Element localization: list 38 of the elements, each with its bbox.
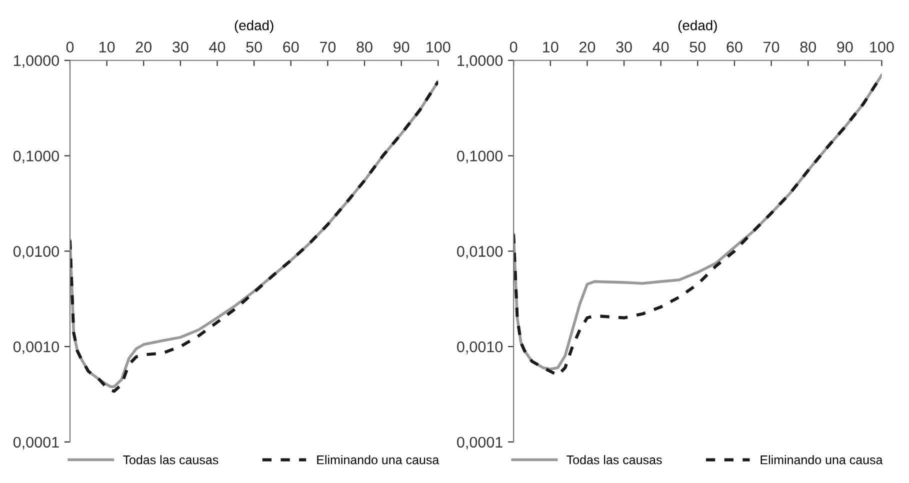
y-tick-label: 0,1000 — [457, 150, 503, 164]
x-axis-title: (edad) — [234, 20, 274, 34]
legend-label: Todas las causas — [123, 455, 218, 464]
y-tick-label: 1,0000 — [14, 55, 59, 68]
x-tick-label: 90 — [394, 42, 410, 52]
x-tick-label: 0 — [66, 42, 74, 52]
y-tick-label: 0,0100 — [13, 246, 59, 259]
x-tick-label: 100 — [426, 42, 450, 52]
x-tick-label: 30 — [616, 42, 632, 52]
x-tick-label: 10 — [543, 42, 558, 52]
y-tick-label: 0,0010 — [13, 341, 59, 354]
x-tick-label: 0 — [510, 42, 518, 52]
x-tick-label: 60 — [283, 42, 299, 52]
x-tick-label: 20 — [136, 42, 152, 52]
x-tick-label: 70 — [320, 42, 336, 52]
y-tick-label: 0,1000 — [13, 150, 59, 164]
x-tick-label: 30 — [172, 42, 188, 52]
x-tick-label: 10 — [99, 42, 115, 52]
x-tick-label: 20 — [579, 42, 596, 52]
x-tick-label: 70 — [764, 42, 780, 52]
y-tick-label: 0,0100 — [457, 246, 503, 259]
x-tick-label: 100 — [870, 42, 894, 52]
x-axis-title: (edad) — [678, 20, 717, 34]
y-tick-label: 0,0010 — [457, 341, 503, 354]
x-tick-label: 40 — [209, 42, 226, 52]
x-tick-label: 90 — [837, 42, 853, 52]
x-tick-label: 50 — [690, 42, 706, 52]
y-tick-label: 1,0000 — [458, 55, 503, 68]
x-tick-label: 80 — [800, 42, 816, 52]
legend-label: Eliminando una causa — [317, 455, 440, 464]
x-tick-label: 40 — [652, 42, 669, 52]
x-tick-label: 80 — [356, 42, 372, 52]
y-tick-label: 0,0001 — [13, 436, 59, 450]
x-tick-label: 50 — [246, 42, 262, 52]
y-tick-label: 0,0001 — [457, 436, 502, 450]
legend-label: Todas las causas — [566, 455, 662, 464]
legend-label: Eliminando una causa — [760, 455, 883, 464]
x-tick-label: 60 — [726, 42, 742, 52]
